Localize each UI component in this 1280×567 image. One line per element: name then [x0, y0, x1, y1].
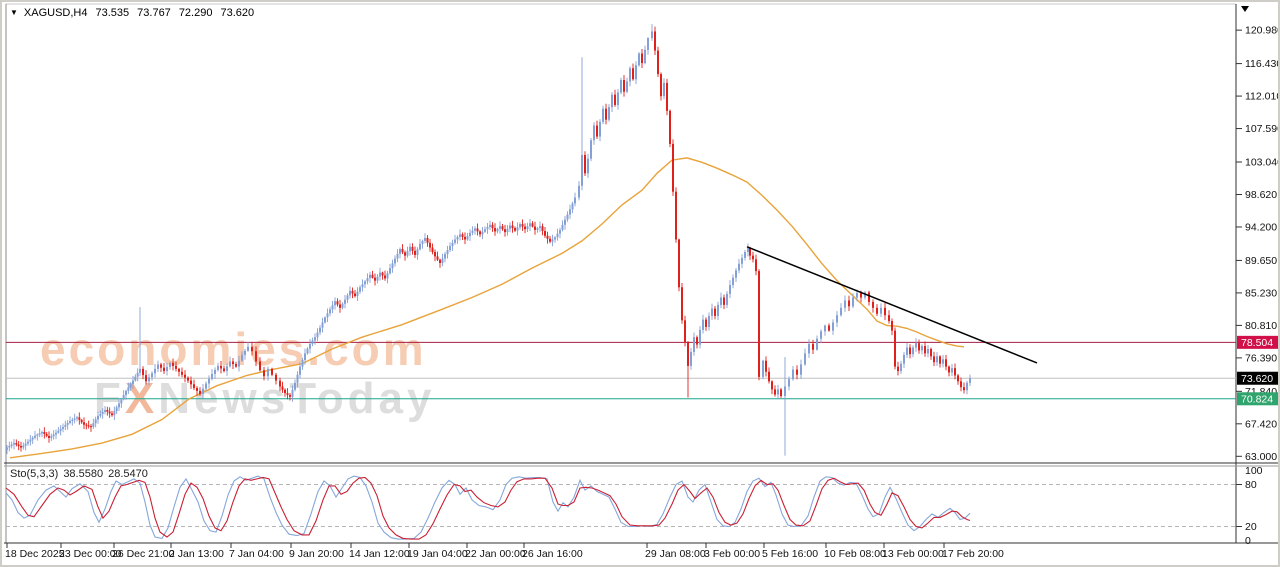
svg-text:107.590: 107.590 — [1245, 123, 1280, 135]
svg-text:2 Jan 13:00: 2 Jan 13:00 — [169, 548, 224, 560]
svg-text:103.040: 103.040 — [1245, 157, 1280, 169]
stochastic-levels — [6, 484, 1236, 527]
svg-text:100: 100 — [1245, 465, 1263, 477]
price-tags: 78.504 73.620 70.824 — [1237, 335, 1278, 406]
svg-text:116.430: 116.430 — [1245, 58, 1280, 70]
quote-low: 72.290 — [178, 7, 213, 19]
svg-text:13 Feb 00:00: 13 Feb 00:00 — [882, 548, 944, 560]
svg-text:76.390: 76.390 — [1245, 352, 1277, 364]
candlestick-series — [6, 24, 971, 456]
svg-text:22 Jan 00:00: 22 Jan 00:00 — [465, 548, 526, 560]
svg-text:10 Feb 08:00: 10 Feb 08:00 — [824, 548, 886, 560]
svg-text:14 Jan 12:00: 14 Jan 12:00 — [349, 548, 410, 560]
quote-close: 73.620 — [220, 7, 255, 19]
svg-text:26 Dec 21:00: 26 Dec 21:00 — [112, 548, 175, 560]
symbol-timeframe: XAGUSD,H4 — [23, 7, 88, 19]
svg-text:19 Jan 04:00: 19 Jan 04:00 — [407, 548, 468, 560]
svg-text:7 Jan 04:00: 7 Jan 04:00 — [229, 548, 284, 560]
indicator-value-signal: 28.5470 — [108, 468, 148, 480]
svg-text:80.810: 80.810 — [1245, 320, 1277, 332]
svg-text:26 Jan 16:00: 26 Jan 16:00 — [522, 548, 583, 560]
price-levels — [6, 341, 1236, 400]
svg-text:29 Jan 08:00: 29 Jan 08:00 — [645, 548, 706, 560]
svg-text:85.230: 85.230 — [1245, 287, 1277, 299]
svg-text:112.010: 112.010 — [1245, 91, 1280, 103]
svg-text:20: 20 — [1245, 521, 1257, 533]
svg-text:9 Jan 20:00: 9 Jan 20:00 — [289, 548, 344, 560]
indicator-value-main: 38.5580 — [63, 468, 104, 480]
svg-text:63.000: 63.000 — [1245, 451, 1277, 463]
moving-average-line — [9, 157, 965, 459]
svg-text:89.650: 89.650 — [1245, 255, 1277, 267]
svg-text:18 Dec 2025: 18 Dec 2025 — [5, 548, 65, 560]
indicator-name: Sto(5,3,3) — [10, 468, 59, 480]
stochastic-lines — [5, 475, 971, 540]
quote-open: 73.535 — [95, 7, 130, 19]
svg-text:67.420: 67.420 — [1245, 418, 1277, 430]
svg-text:23 Dec 00:00: 23 Dec 00:00 — [59, 548, 122, 560]
chart-title-bar: ▼ XAGUSD,H4 73.535 73.767 72.290 73.620 — [10, 7, 254, 19]
watermark-brand: economies.com — [40, 323, 427, 375]
svg-text:70.824: 70.824 — [1241, 394, 1273, 406]
svg-text:0: 0 — [1245, 535, 1251, 547]
quote-high: 73.767 — [137, 7, 171, 19]
svg-text:3 Feb 00:00: 3 Feb 00:00 — [704, 548, 760, 560]
svg-text:80: 80 — [1245, 479, 1257, 491]
indicator-label: Sto(5,3,3) 38.5580 28.5470 — [10, 468, 153, 480]
symbol-dropdown-icon[interactable]: ▼ — [10, 8, 18, 17]
chart-shift-marker[interactable] — [1241, 6, 1249, 12]
svg-text:78.504: 78.504 — [1241, 337, 1273, 349]
svg-text:73.620: 73.620 — [1241, 373, 1273, 385]
trendline — [746, 246, 1038, 364]
svg-text:98.620: 98.620 — [1245, 189, 1277, 201]
svg-text:120.980: 120.980 — [1245, 25, 1280, 37]
chart-frame — [4, 3, 1278, 544]
price-axis[interactable]: 120.980 116.430 112.010 107.590 103.040 98.62… — [1236, 25, 1280, 547]
svg-text:5 Feb 16:00: 5 Feb 16:00 — [762, 548, 818, 560]
svg-text:94.200: 94.200 — [1245, 221, 1277, 233]
svg-text:17 Feb 20:00: 17 Feb 20:00 — [942, 548, 1004, 560]
